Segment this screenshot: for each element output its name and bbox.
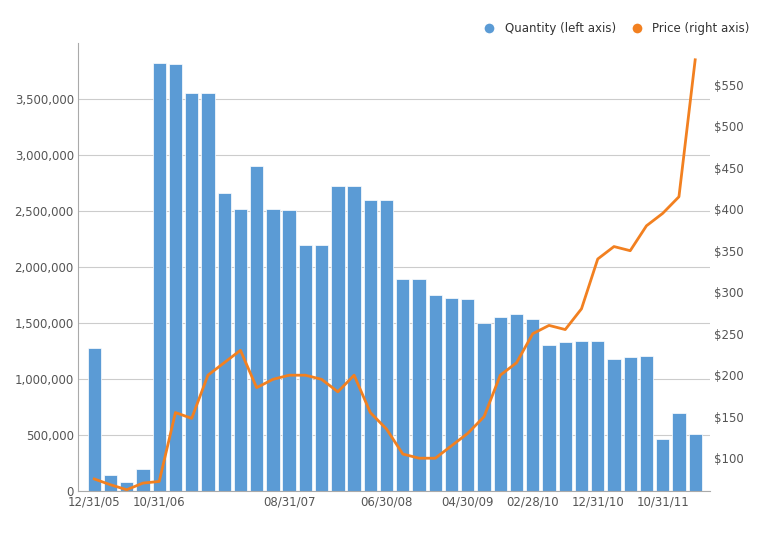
- Bar: [494, 316, 507, 491]
- Bar: [380, 200, 393, 491]
- Bar: [266, 209, 279, 491]
- Bar: [396, 279, 410, 491]
- Bar: [510, 314, 523, 491]
- Bar: [332, 186, 345, 491]
- Bar: [575, 341, 588, 491]
- Bar: [656, 438, 669, 491]
- Bar: [445, 298, 458, 491]
- Bar: [315, 245, 328, 491]
- Bar: [689, 434, 702, 491]
- Bar: [185, 92, 198, 491]
- Bar: [413, 279, 426, 491]
- Bar: [282, 210, 296, 491]
- Bar: [608, 359, 621, 491]
- Bar: [168, 64, 182, 491]
- Bar: [218, 193, 231, 491]
- Bar: [542, 345, 555, 491]
- Bar: [120, 482, 133, 491]
- Bar: [429, 295, 442, 491]
- Bar: [87, 348, 101, 491]
- Bar: [201, 92, 215, 491]
- Bar: [672, 413, 686, 491]
- Legend: Quantity (left axis), Price (right axis): Quantity (left axis), Price (right axis): [473, 18, 754, 40]
- Bar: [250, 166, 264, 491]
- Bar: [234, 209, 247, 491]
- Bar: [363, 200, 377, 491]
- Bar: [640, 356, 653, 491]
- Bar: [153, 63, 166, 491]
- Bar: [136, 469, 150, 491]
- Bar: [299, 245, 312, 491]
- Bar: [104, 475, 117, 491]
- Bar: [347, 186, 361, 491]
- Bar: [558, 342, 572, 491]
- Bar: [477, 323, 491, 491]
- Bar: [526, 319, 540, 491]
- Bar: [623, 357, 637, 491]
- Bar: [461, 299, 474, 491]
- Bar: [591, 341, 604, 491]
